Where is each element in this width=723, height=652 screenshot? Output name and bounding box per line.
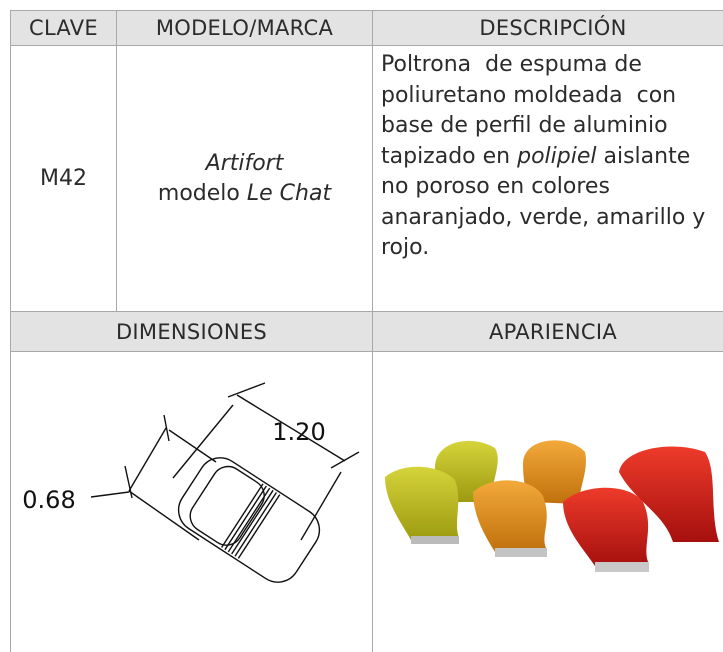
description-line: tapizado en polipiel aislante (381, 142, 723, 173)
description-line: poliuretano moldeada con (381, 82, 677, 108)
modelo: Le Chat (246, 180, 332, 206)
length-label: 1.20 (272, 418, 325, 446)
dimension-cell: 1.20 0.68 (10, 352, 373, 652)
page: CLAVE MODELO/MARCA DESCRIPCIÓN M42 Artif… (10, 10, 723, 652)
appearance-cell (373, 352, 723, 652)
description-line: base de perfil de aluminio (381, 113, 668, 138)
description-line: rojo. (381, 235, 430, 260)
description-line: no poroso en colores (381, 174, 610, 199)
description-cell: Poltrona de espuma de poliuretano moldead… (373, 46, 723, 312)
chair-back-orange (523, 440, 586, 504)
width-label: 0.68 (22, 486, 75, 514)
header-clave: CLAVE (10, 10, 117, 46)
header-modelo: MODELO/MARCA (117, 10, 373, 46)
modelo-line: modelo Le Chat (158, 179, 331, 209)
clave: M42 (40, 165, 87, 191)
chairs-image (385, 440, 719, 572)
modelo-cell: Artifort modelo Le Chat (117, 46, 373, 312)
description-text: tapizado en (381, 143, 518, 169)
description-line: Poltrona de espuma de (381, 52, 642, 77)
header-descripcion: DESCRIPCIÓN (373, 10, 723, 46)
description-italic: polipiel (517, 143, 597, 169)
description-line: anaranjado, verde, amarillo y (381, 204, 706, 230)
modelo-prefix: modelo (157, 180, 247, 206)
header-apariencia: APARIENCIA (373, 312, 723, 352)
marca: Artifort (205, 150, 284, 176)
clave-cell: M42 (10, 46, 117, 312)
header-dimensiones: DIMENSIONES (10, 312, 373, 352)
description-text: aislante (596, 143, 691, 169)
